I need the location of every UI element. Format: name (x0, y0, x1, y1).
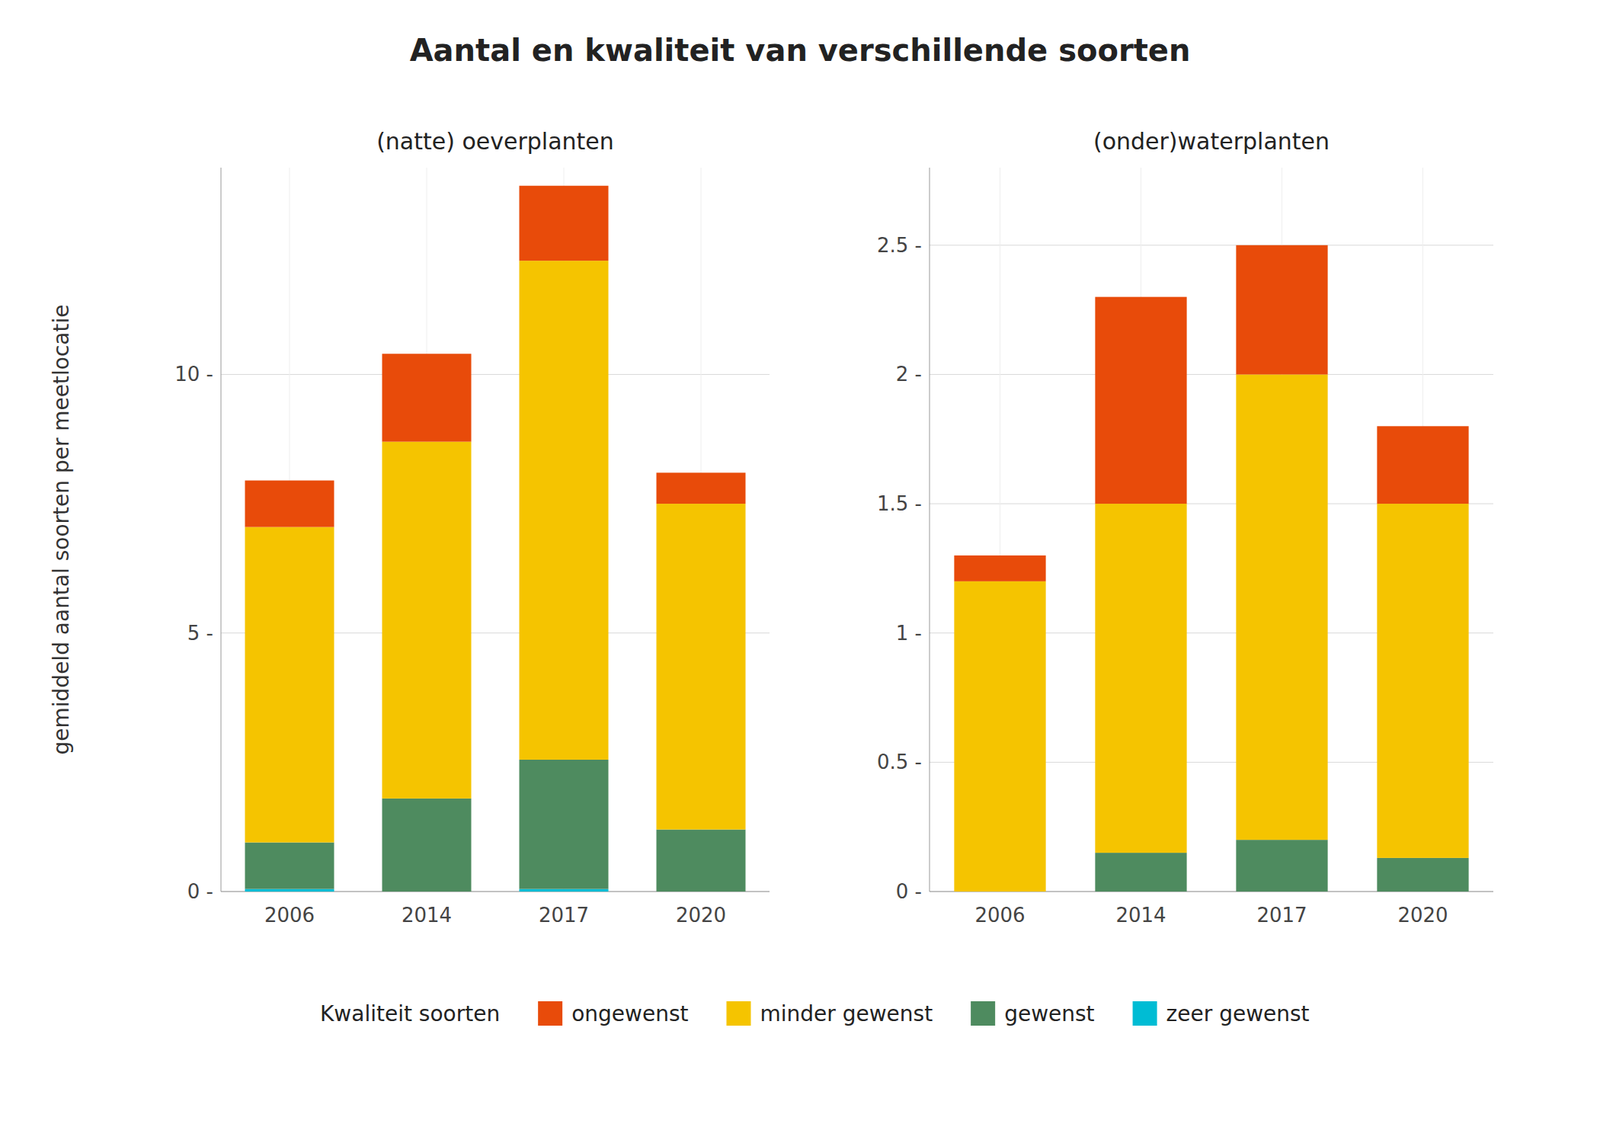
legend-swatch (726, 1001, 751, 1026)
x-tick-label: 2006 (264, 903, 315, 927)
legend-swatch (1132, 1001, 1158, 1026)
y-tick-label: 10 - (174, 362, 214, 386)
legend-swatch (537, 1001, 563, 1026)
bar-segment (1235, 374, 1328, 840)
bar-segment (245, 842, 335, 890)
legend-label: ongewenst (571, 1001, 688, 1027)
bar-segment (245, 527, 335, 843)
y-tick-label: 1.5 - (876, 492, 922, 516)
bars (245, 185, 746, 892)
legend-label: gewenst (1004, 1001, 1095, 1027)
legend-label: minder gewenst (759, 1001, 933, 1027)
subtitle: (natte) oeverplanten (376, 128, 615, 155)
bar-segment (382, 441, 472, 799)
y-tick-label: 0 - (896, 880, 922, 903)
subtitle: (onder)waterplanten (1093, 128, 1330, 155)
legend-label: zeer gewenst (1166, 1001, 1310, 1027)
bar-segment (519, 889, 609, 892)
panel: 0 - 5 - 10 - 2006 2014 2017 2020 (natte) oeverp… (48, 128, 770, 927)
y-tick-label: 5 - (187, 621, 214, 645)
bar-segment (656, 472, 746, 504)
background (0, 0, 1600, 1143)
y-tick-label: 0.5 - (876, 750, 922, 774)
legend-swatch (970, 1001, 996, 1026)
y-axis-label: gemiddeld aantal soorten per meetlocatie (48, 304, 74, 756)
bar-segment (382, 353, 472, 442)
grid-line (220, 374, 770, 375)
bar-segment (1376, 503, 1469, 858)
x-tick-label: 2006 (974, 903, 1025, 927)
bar-segment (1094, 852, 1187, 892)
bar-segment (1094, 297, 1187, 504)
bar-segment (1376, 425, 1469, 504)
grid-line (929, 374, 1494, 375)
title: Aantal en kwaliteit van verschillende so… (409, 32, 1191, 68)
bar-segment (519, 185, 609, 261)
bar-segment (953, 581, 1046, 892)
chart: Aantal en kwaliteit van verschillende so… (0, 0, 1600, 1143)
y-tick-label: 2.5 - (876, 233, 922, 257)
bar-segment (1235, 839, 1328, 892)
y-axis (929, 167, 931, 892)
panel: 0 - 0.5 - 1 - 1.5 - 2 - 2.5 - 2006 2014 2017 2020… (876, 128, 1494, 927)
bar-segment (1094, 503, 1187, 853)
bar-segment (245, 889, 335, 892)
y-tick-label: 2 - (896, 362, 922, 386)
bar-segment (1376, 857, 1469, 892)
x-tick-label: 2017 (538, 903, 589, 927)
x-tick-label: 2020 (1397, 903, 1448, 927)
x-tick-label: 2014 (401, 903, 452, 927)
bar-segment (656, 503, 746, 830)
bar-segment (382, 798, 472, 892)
bar-segment (953, 555, 1046, 582)
bars (953, 245, 1469, 892)
legend-title: Kwaliteit soorten (320, 1001, 500, 1027)
y-axis (220, 167, 222, 892)
bar-segment (519, 260, 609, 760)
bar-segment (656, 829, 746, 892)
x-tick-label: 2014 (1115, 903, 1166, 927)
bar-segment (519, 759, 609, 890)
x-tick-label: 2017 (1256, 903, 1307, 927)
x-tick-label: 2020 (675, 903, 727, 927)
grid-line (929, 244, 1494, 246)
y-tick-label: 1 - (896, 621, 922, 645)
legend: Kwaliteit soorten ongewenst minder gewenst… (320, 1001, 1310, 1027)
bar-segment (1235, 245, 1328, 375)
bar-segment (245, 480, 335, 528)
y-tick-label: 0 - (187, 880, 214, 903)
